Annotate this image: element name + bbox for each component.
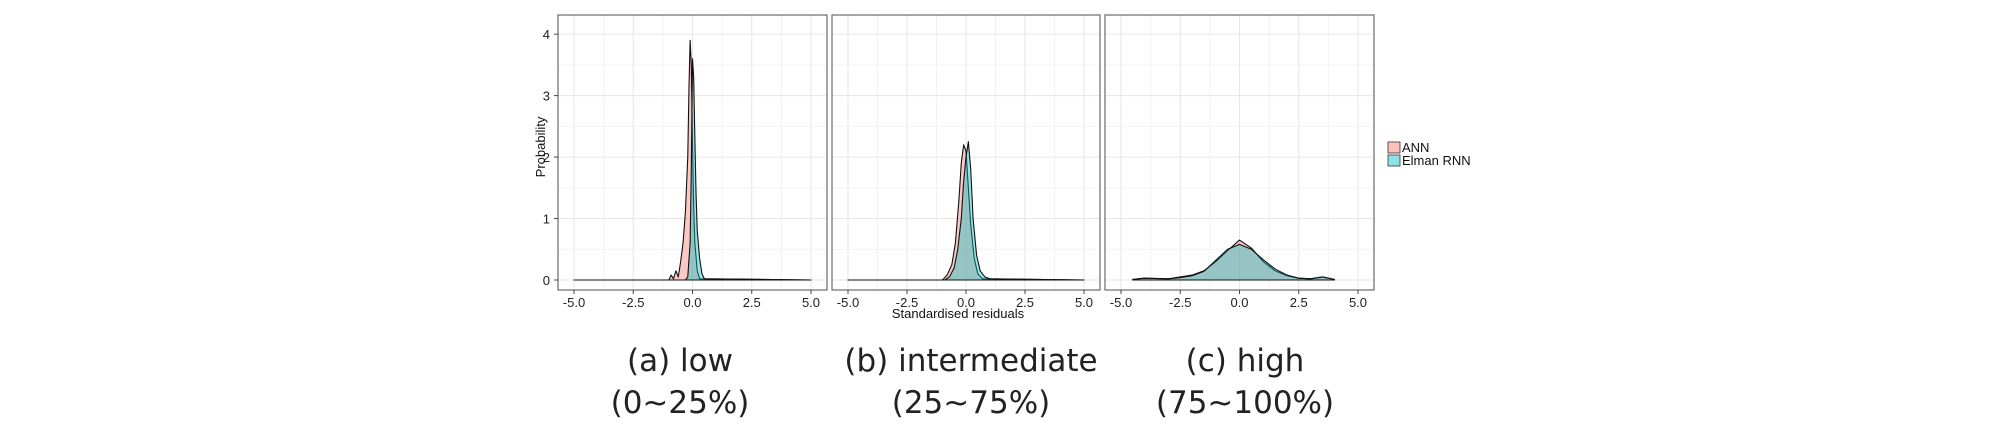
caption-panel-b-range: (25~75%) — [891, 385, 1051, 421]
y-tick-label: 1 — [543, 212, 550, 227]
panel-a-density-elman-rnn — [573, 58, 812, 281]
y-axis-title: Probability — [533, 116, 548, 177]
panel-c-x-tick-label: 5.0 — [1349, 295, 1367, 310]
panel-a: -5.0 -2.5 0.0 2.5 5.0 0 1 2 3 4 — [543, 14, 828, 310]
panel-b-x-tick-label: 2.5 — [1016, 295, 1034, 310]
caption-panel-a: (a) low (0~25%) — [500, 340, 860, 424]
caption-panel-c: (c) high (75~100%) — [1065, 340, 1425, 424]
axis-layer: Probability Standardised residuals — [533, 116, 1025, 321]
legend: ANN Elman RNN — [1387, 140, 1471, 168]
legend-swatch-ann — [1387, 141, 1401, 154]
caption-panel-c-title: (c) high — [1185, 343, 1305, 379]
panel-b-density-ann — [847, 144, 1085, 281]
panel-c-x-tick-label: 0.0 — [1230, 295, 1248, 310]
panel-a-x-tick-label: -5.0 — [563, 295, 585, 310]
panel-b: -5.0 -2.5 0.0 2.5 5.0 — [831, 14, 1101, 310]
panel-a-x-tick-label: 0.0 — [683, 295, 701, 310]
legend-swatch-elman-rnn — [1387, 154, 1401, 167]
caption-panel-c-range: (75~100%) — [1155, 385, 1335, 421]
y-tick-label: 2 — [543, 150, 550, 165]
panel-c-x-tick-label: -2.5 — [1169, 295, 1191, 310]
y-tick-label: 0 — [543, 273, 550, 288]
panel-a-x-tick-label: 5.0 — [802, 295, 820, 310]
panel-b-x-tick-label: 0.0 — [957, 295, 975, 310]
panel-c-x-tick-label: -5.0 — [1110, 295, 1132, 310]
y-tick-label: 3 — [543, 89, 550, 104]
caption-panel-b: (b) intermediate (25~75%) — [791, 340, 1151, 424]
legend-label-elman-rnn: Elman RNN — [1402, 153, 1471, 168]
panel-c-density-elman-rnn — [1132, 243, 1335, 281]
caption-panel-b-title: (b) intermediate — [844, 343, 1098, 379]
panel-a-x-tick-label: 2.5 — [743, 295, 761, 310]
panel-b-x-tick-label: -5.0 — [837, 295, 859, 310]
caption-panel-a-title: (a) low — [627, 343, 733, 379]
panel-b-density-elman-rnn — [847, 141, 1085, 281]
panel-c-x-tick-label: 2.5 — [1290, 295, 1308, 310]
y-tick-label: 4 — [543, 27, 550, 42]
panel-b-x-tick-label: -2.5 — [896, 295, 918, 310]
panel-b-x-tick-label: 5.0 — [1075, 295, 1093, 310]
panel-c: -5.0 -2.5 0.0 2.5 5.0 — [1104, 14, 1375, 310]
legend-label-ann: ANN — [1402, 140, 1429, 155]
panel-a-density-ann — [573, 39, 812, 281]
panel-a-x-tick-label: -2.5 — [622, 295, 644, 310]
x-axis-title: Standardised residuals — [892, 306, 1025, 321]
caption-panel-a-range: (0~25%) — [610, 385, 750, 421]
